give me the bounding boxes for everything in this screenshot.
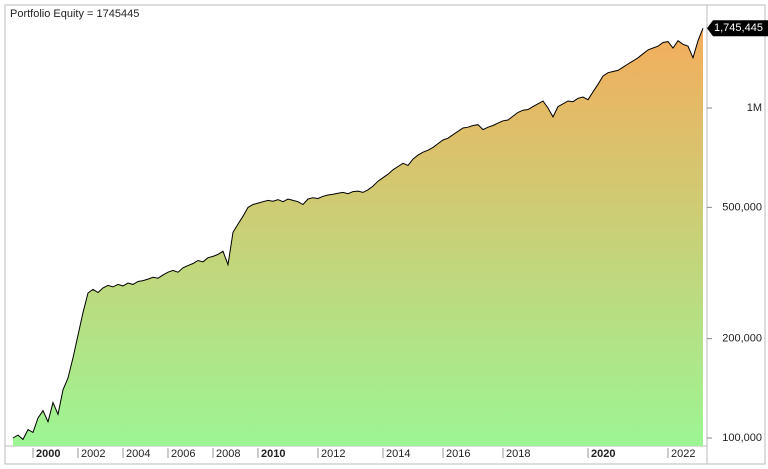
value-label: 1,745,445 (714, 22, 763, 34)
x-tick-label: 2004 (126, 448, 150, 460)
chart-title: Portfolio Equity = 1745445 (10, 8, 139, 20)
x-tick-label: 2006 (171, 448, 195, 460)
x-tick-label: 2022 (671, 448, 695, 460)
line (12, 28, 704, 441)
x-tick-label: 2000 (36, 448, 60, 460)
x-tick-label: 2008 (216, 448, 240, 460)
x-tick-label: 2002 (81, 448, 105, 460)
x-tick-label: 2012 (321, 448, 345, 460)
x-tick-label: 2020 (591, 448, 615, 460)
value-label-box (707, 20, 768, 37)
y-tick-label: 100,000 (722, 432, 762, 444)
area (13, 28, 703, 446)
x-tick-label: 2016 (446, 448, 470, 460)
x-tick-label: 2018 (506, 448, 530, 460)
y-tick-label: 200,000 (722, 333, 762, 345)
x-tick-label: 2014 (386, 448, 410, 460)
frame (4, 4, 766, 465)
y-tick-label: 500,000 (722, 201, 762, 213)
y-tick-label: 1M (747, 102, 762, 114)
x-tick-label: 2010 (261, 448, 285, 460)
